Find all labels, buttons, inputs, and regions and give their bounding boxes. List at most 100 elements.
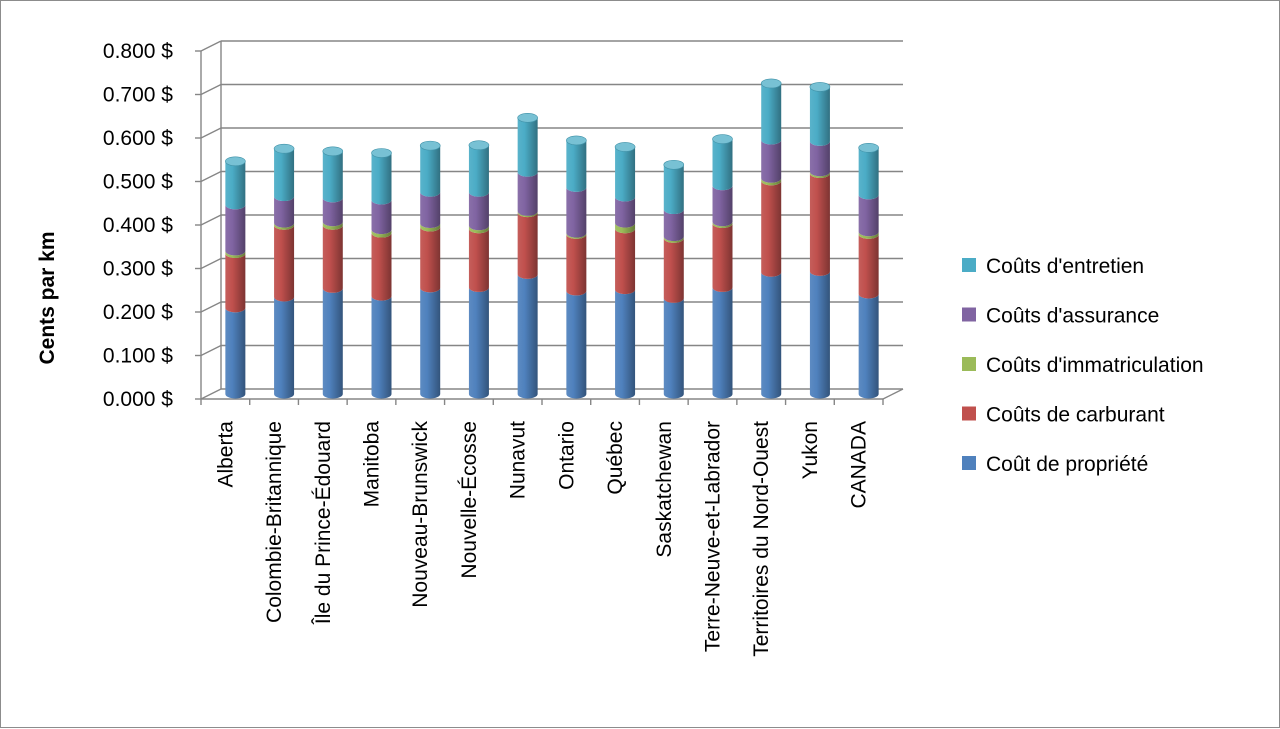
gridline-connector — [200, 83, 222, 96]
legend: Coûts d'entretien Coûts d'assurance Coûts … — [962, 255, 1204, 476]
bar-segment — [712, 287, 733, 399]
bar-segment — [225, 253, 246, 313]
bar-segment — [322, 288, 343, 399]
bar-top-cap — [273, 143, 295, 154]
x-tick-label: Québec — [604, 421, 627, 495]
bar-segment — [858, 147, 879, 200]
bar-segment — [663, 164, 684, 215]
bar-segment — [809, 271, 830, 399]
bar-segment — [566, 234, 587, 296]
bar-segment — [761, 83, 782, 145]
y-tick-label: 0.100 $ — [103, 345, 173, 368]
bar-stack — [712, 134, 733, 399]
bar-segment — [566, 187, 587, 238]
bar-segment — [761, 272, 782, 399]
bar-stack — [760, 78, 782, 399]
y-axis-title: Cents par km — [36, 231, 59, 364]
bar-segment — [809, 86, 830, 146]
bar-segment — [468, 145, 489, 197]
gridline-connector — [200, 40, 222, 52]
legend-swatch — [962, 307, 976, 322]
legend-item: Coûts d'assurance — [962, 305, 1159, 328]
gridline-connector — [200, 301, 222, 313]
y-tick-label: 0.300 $ — [103, 258, 173, 281]
bar-segment — [566, 233, 587, 239]
bar-segment — [420, 145, 441, 197]
bar-segment — [615, 146, 636, 202]
legend-item: Coût de propriété — [962, 453, 1148, 476]
bar-top-cap — [663, 159, 685, 170]
x-tick-label: Nouvelle-Écosse — [458, 421, 481, 579]
bar-segment — [371, 153, 392, 205]
bar-stack — [468, 140, 490, 399]
bar-segment — [858, 231, 879, 239]
bar-top-cap — [760, 78, 782, 89]
bar-segment — [371, 229, 392, 238]
gridline-connector — [200, 388, 222, 400]
bar-segment — [809, 173, 830, 276]
bar-segment — [468, 225, 489, 234]
x-tick-label: Manitoba — [361, 421, 384, 508]
bar-segment — [225, 161, 246, 210]
bar-stack — [322, 146, 344, 399]
bar-segment — [274, 196, 295, 228]
x-tick-label: Terre-Neuve-et-Labrador — [702, 421, 725, 652]
bar-stack — [614, 142, 636, 399]
gridline-connector — [200, 214, 222, 226]
bar-segment — [517, 274, 538, 399]
bar-segment — [712, 221, 733, 228]
bar-top-cap — [614, 142, 636, 152]
bar-top-cap — [566, 135, 587, 146]
x-tick-label: Alberta — [214, 421, 237, 488]
x-tick-label: CANADA — [848, 421, 871, 509]
legend-label: Coûts d'assurance — [986, 305, 1159, 328]
bar-stack — [858, 142, 879, 399]
bar-segment — [322, 221, 343, 230]
legend-label: Coûts d'immatriculation — [986, 354, 1204, 377]
x-tick-label: Île du Prince-Édouard — [312, 421, 335, 625]
x-tick-label: Ontario — [555, 421, 578, 490]
bar-segment — [420, 287, 441, 399]
legend-label: Coûts de carburant — [986, 404, 1165, 427]
legend-label: Coût de propriété — [986, 453, 1148, 476]
bar-segment — [566, 290, 587, 399]
bar-segment — [809, 141, 830, 177]
bar-top-cap — [809, 82, 831, 92]
bar-segment — [371, 296, 392, 399]
x-tick-label: Nunavut — [507, 421, 530, 499]
bar-segment — [225, 250, 246, 258]
x-tick-label: Nouveau-Brunswick — [409, 421, 432, 608]
bar-segment — [615, 289, 636, 399]
bar-segment — [225, 307, 246, 399]
bar-segment — [468, 228, 489, 292]
bar-segment — [371, 233, 392, 301]
axes — [195, 41, 904, 405]
bar-top-cap — [517, 112, 538, 123]
bar-segment — [468, 192, 489, 231]
bar-top-cap — [858, 142, 879, 153]
y-tick-label: 0.000 $ — [103, 388, 173, 411]
bar-segment — [615, 196, 636, 228]
x-tick-label: Saskatchewan — [653, 421, 676, 558]
bar-segment — [663, 238, 684, 303]
bar-top-cap — [419, 140, 441, 151]
x-tick-label: Colombie-Britannique — [263, 421, 286, 623]
bar-segment — [663, 236, 684, 243]
bar-segment — [566, 140, 587, 192]
bar-stack — [273, 143, 295, 399]
bar-segment — [517, 172, 538, 216]
legend-item: Coûts d'entretien — [962, 255, 1144, 278]
bars — [225, 78, 879, 399]
legend-swatch — [962, 406, 976, 421]
bar-segment — [274, 148, 295, 202]
bar-segment — [712, 185, 733, 227]
bar-stack — [371, 148, 392, 399]
bar-segment — [468, 287, 489, 399]
legend-item: Coûts de carburant — [962, 404, 1165, 427]
bar-segment — [615, 223, 636, 234]
bar-segment — [420, 223, 441, 232]
bar-segment — [761, 178, 782, 186]
y-tick-labels: 0.000 $ 0.100 $ 0.200 $ 0.300 $ 0.400 $ 0.500… — [103, 40, 173, 411]
gridline-connector — [200, 257, 222, 270]
